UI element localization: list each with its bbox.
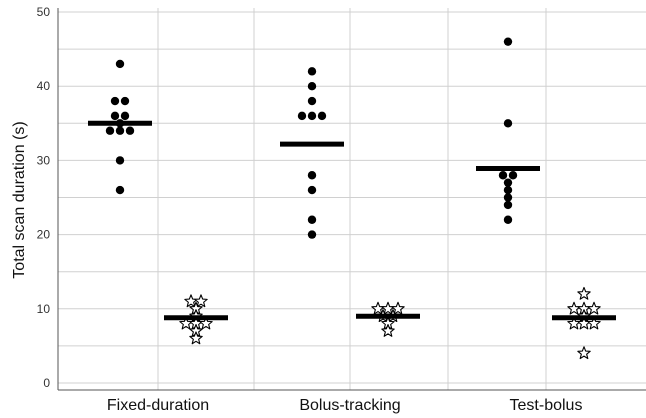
data-point-circle [307,82,317,91]
data-point-circle [105,126,115,135]
data-point-star [577,346,591,360]
data-point-circle [503,185,513,195]
mean-bars [88,120,616,321]
data-point-circle [115,126,125,135]
data-point-circle [110,111,120,121]
data-point-star [381,324,395,337]
data-point-circle [508,171,518,180]
data-point-circle [120,111,130,121]
y-tick-label: 10 [37,302,51,316]
data-point-star [577,286,591,300]
data-point-star [567,301,581,315]
data-point-circle [503,119,513,128]
data-point-star [587,316,601,330]
data-point-circle [115,156,125,165]
grid-lines [58,8,646,390]
category-label: Bolus-tracking [299,397,400,414]
category-label: Fixed-duration [107,397,209,414]
data-point-circle [307,185,317,195]
data-point-circle [307,215,317,224]
y-tick-labels: 0 10 20 30 40 50 [37,5,51,390]
data-point-star [391,301,405,315]
y-axis-label: Total scan duration (s) [11,121,28,278]
data-points [105,37,601,360]
y-tick-label: 30 [37,153,51,167]
data-point-star [587,301,601,315]
y-tick-label: 40 [37,79,51,93]
data-point-circle [115,59,125,69]
data-point-circle [297,111,307,121]
data-point-circle [503,193,513,202]
data-point-circle [498,171,508,180]
data-point-circle [503,200,513,210]
data-point-circle [503,215,513,224]
data-point-circle [307,171,317,180]
data-point-circle [307,230,317,239]
data-point-circle [307,111,317,121]
data-point-star [194,294,208,308]
data-point-circle [307,67,317,76]
y-tick-label: 20 [37,228,51,242]
data-point-circle [317,111,327,121]
category-label: Test-bolus [510,397,583,414]
data-point-circle [503,178,513,187]
data-point-circle [110,96,120,106]
category-labels: Fixed-duration Bolus-tracking Test-bolus [107,397,583,414]
data-point-star [189,331,203,345]
data-point-circle [307,96,317,106]
y-tick-label: 50 [37,5,51,19]
data-point-circle [503,37,513,46]
y-tick-label: 0 [43,376,50,390]
data-point-star [199,316,213,330]
data-point-circle [125,126,135,135]
data-point-circle [115,185,125,195]
data-point-circle [120,96,130,106]
